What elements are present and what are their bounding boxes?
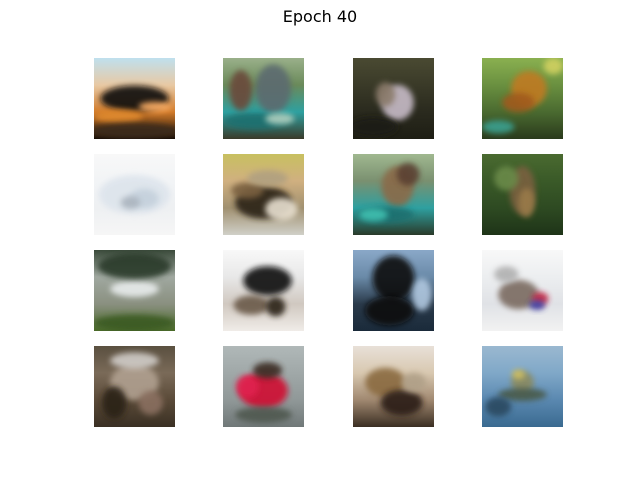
sample-r3c3-image	[353, 250, 434, 331]
sample-r4c3-image	[353, 346, 434, 427]
sample-r3c1	[94, 250, 175, 331]
sample-r4c4-image	[482, 346, 563, 427]
sample-r2c4	[482, 154, 563, 235]
sample-r3c4-image	[482, 250, 563, 331]
sample-r2c1-image	[94, 154, 175, 235]
sample-r2c3-image	[353, 154, 434, 235]
sample-r3c3	[353, 250, 434, 331]
sample-r2c2	[223, 154, 304, 235]
sample-r1c1-image	[94, 58, 175, 139]
sample-r1c2-image	[223, 58, 304, 139]
sample-r2c3	[353, 154, 434, 235]
sample-r1c4	[482, 58, 563, 139]
sample-r1c3-image	[353, 58, 434, 139]
sample-r2c4-image	[482, 154, 563, 235]
figure-title: Epoch 40	[282, 7, 358, 26]
sample-r1c2	[223, 58, 304, 139]
sample-r4c1-image	[94, 346, 175, 427]
sample-r4c2-image	[223, 346, 304, 427]
sample-r1c4-image	[482, 58, 563, 139]
sample-r2c1	[94, 154, 175, 235]
sample-r3c1-image	[94, 250, 175, 331]
sample-r3c2-image	[223, 250, 304, 331]
sample-r4c4	[482, 346, 563, 427]
sample-r1c1	[94, 58, 175, 139]
sample-r4c1	[94, 346, 175, 427]
sample-r3c2	[223, 250, 304, 331]
sample-r4c2	[223, 346, 304, 427]
sample-r3c4	[482, 250, 563, 331]
sample-r2c2-image	[223, 154, 304, 235]
sample-r4c3	[353, 346, 434, 427]
sample-r1c3	[353, 58, 434, 139]
